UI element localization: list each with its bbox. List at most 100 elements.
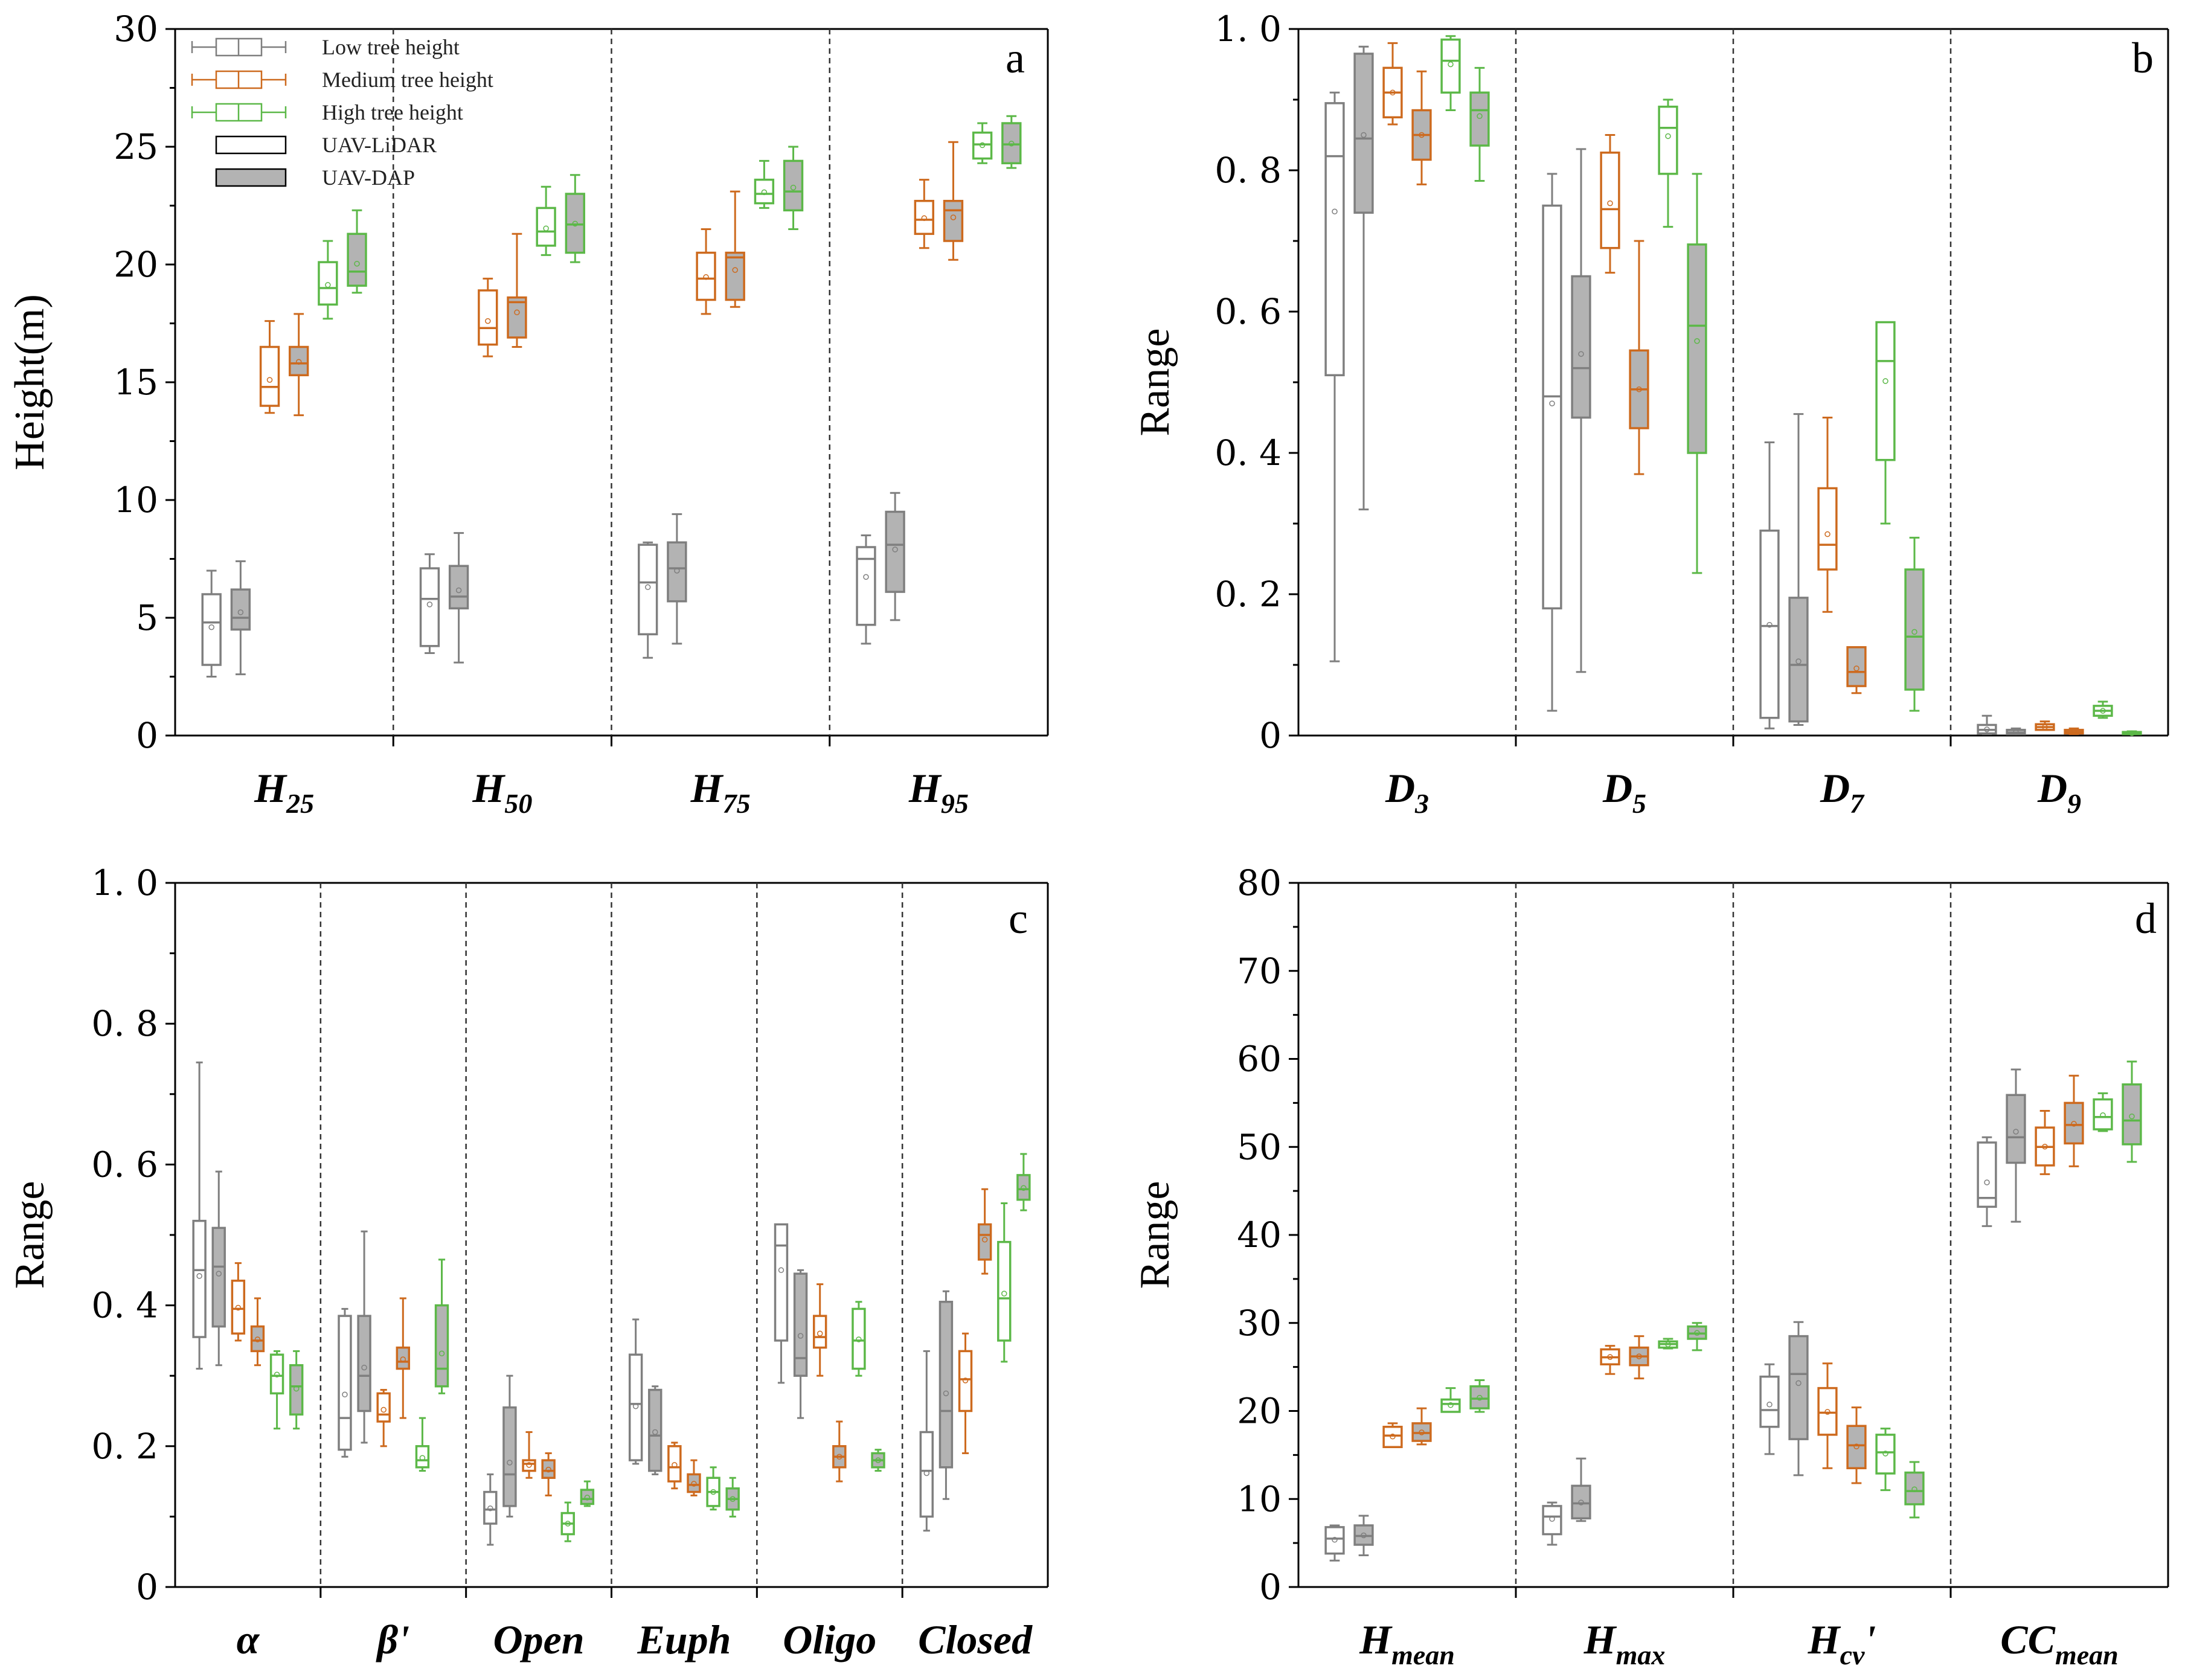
x-tick-label: D9 bbox=[2037, 765, 2081, 819]
legend-label: UAV-DAP bbox=[322, 165, 415, 190]
mean-marker bbox=[836, 1454, 842, 1460]
box-body bbox=[1846, 646, 1867, 687]
box-high-lidar bbox=[852, 1301, 866, 1377]
box-high-dap bbox=[580, 1480, 595, 1507]
box-medium-lidar bbox=[478, 277, 498, 357]
box-high-dap bbox=[289, 1350, 304, 1430]
legend-label: UAV-LiDAR bbox=[322, 133, 437, 157]
mean-marker bbox=[778, 1267, 784, 1274]
mean-marker bbox=[2129, 730, 2135, 736]
box-medium-lidar bbox=[522, 1431, 536, 1479]
box-medium-lidar bbox=[1817, 417, 1838, 613]
box-medium-dap bbox=[396, 1297, 411, 1419]
box-medium-dap bbox=[1411, 70, 1432, 185]
box-low-dap bbox=[885, 492, 905, 621]
y-tick-label: 10 bbox=[114, 479, 158, 521]
mean-marker bbox=[2013, 729, 2019, 736]
x-tick-label: α bbox=[237, 1617, 260, 1662]
box-body bbox=[667, 1445, 682, 1483]
y-axis-title: Range bbox=[7, 1181, 53, 1289]
box-body bbox=[2093, 1098, 2113, 1130]
mean-marker bbox=[1824, 1409, 1830, 1415]
y-axis-title: Range bbox=[1132, 1181, 1178, 1289]
legend-swatch bbox=[215, 168, 287, 187]
box-medium-dap bbox=[1629, 1335, 1649, 1380]
box-body bbox=[2064, 1101, 2084, 1145]
box-body bbox=[338, 1315, 352, 1451]
mean-marker bbox=[1911, 1486, 1917, 1492]
x-tick-label: D3 bbox=[1385, 765, 1429, 819]
box-body bbox=[318, 261, 338, 306]
legend-item: UAV-LiDAR bbox=[215, 133, 437, 157]
y-tick-label: 0. 4 bbox=[1214, 432, 1282, 473]
panel-letter: c bbox=[1009, 894, 1028, 943]
box-low-dap bbox=[1353, 1515, 1374, 1557]
box-body bbox=[1846, 1425, 1867, 1469]
mean-marker bbox=[892, 547, 898, 553]
box-high-dap bbox=[783, 146, 804, 230]
box-low-lidar bbox=[919, 1350, 934, 1532]
box-high-dap bbox=[1001, 115, 1022, 169]
box-low-dap bbox=[211, 1170, 226, 1367]
box-body bbox=[774, 1223, 789, 1342]
box-low-lidar bbox=[1977, 1136, 1997, 1227]
mean-marker bbox=[1795, 658, 1802, 664]
box-body bbox=[289, 1364, 304, 1416]
box-body bbox=[522, 1459, 536, 1472]
box-low-lidar bbox=[628, 1318, 643, 1465]
box-body bbox=[958, 1350, 973, 1412]
box-high-lidar bbox=[1658, 98, 1678, 228]
x-tick-label: CCmean bbox=[2000, 1617, 2119, 1670]
box-high-dap bbox=[347, 209, 367, 294]
mean-marker bbox=[1911, 629, 1917, 635]
box-high-lidar bbox=[754, 159, 775, 209]
mean-marker bbox=[863, 574, 869, 580]
mean-marker bbox=[1882, 1451, 1888, 1457]
mean-marker bbox=[254, 1336, 261, 1342]
mean-marker bbox=[817, 1330, 823, 1336]
y-tick-label: 0. 6 bbox=[1214, 291, 1282, 332]
box-body bbox=[1788, 597, 1809, 723]
x-tick-label: Closed bbox=[918, 1617, 1033, 1662]
mean-marker bbox=[274, 1371, 280, 1378]
box-low-lidar bbox=[774, 1223, 789, 1384]
box-body bbox=[1817, 1387, 1838, 1436]
mean-marker bbox=[790, 184, 797, 191]
mean-marker bbox=[572, 220, 579, 227]
mean-marker bbox=[1361, 1532, 1367, 1539]
box-high-dap bbox=[434, 1258, 449, 1394]
mean-marker bbox=[1549, 1516, 1555, 1522]
y-tick-label: 0. 2 bbox=[1214, 574, 1282, 615]
box-low-lidar bbox=[1324, 1524, 1345, 1562]
mean-marker bbox=[266, 377, 273, 383]
box-medium-lidar bbox=[958, 1332, 973, 1454]
x-tick-label: Hcv' bbox=[1808, 1617, 1876, 1670]
box-low-dap bbox=[1788, 1321, 1809, 1476]
box-medium-lidar bbox=[696, 228, 716, 315]
box-body bbox=[396, 1346, 411, 1370]
box-low-lidar bbox=[483, 1473, 498, 1546]
mean-marker bbox=[644, 584, 651, 591]
mean-marker bbox=[545, 1466, 551, 1473]
mean-marker bbox=[361, 1364, 367, 1371]
box-body bbox=[580, 1489, 595, 1505]
mean-marker bbox=[325, 282, 331, 288]
x-tick-label: Hmean bbox=[1359, 1617, 1455, 1670]
mean-marker bbox=[703, 274, 709, 280]
mean-marker bbox=[237, 609, 244, 615]
box-body bbox=[1469, 1385, 1490, 1409]
box-body bbox=[1324, 102, 1345, 377]
mean-marker bbox=[1766, 621, 1773, 628]
mean-marker bbox=[400, 1356, 406, 1362]
y-tick-label: 0. 6 bbox=[91, 1144, 158, 1185]
mean-marker bbox=[921, 215, 928, 222]
panel-a: 0 5 10 15 20 25 30 Height(m) a H25 H50 H75 H95 bbox=[7, 8, 1049, 819]
box-low-lidar bbox=[1759, 1363, 1780, 1455]
mean-marker bbox=[426, 601, 433, 608]
mean-marker bbox=[1665, 133, 1671, 139]
box-low-lidar bbox=[856, 534, 876, 645]
mean-marker bbox=[1549, 400, 1555, 406]
mean-marker bbox=[652, 1429, 658, 1435]
mean-marker bbox=[981, 1237, 988, 1243]
box-low-lidar bbox=[1542, 173, 1562, 712]
